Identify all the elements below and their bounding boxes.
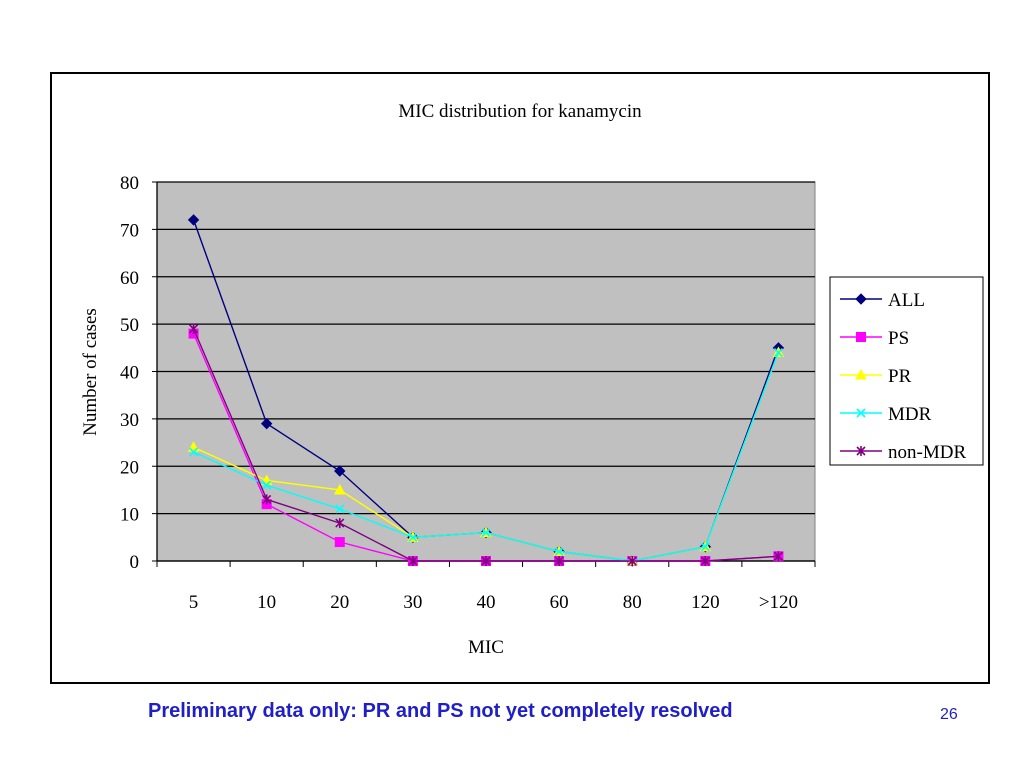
data-point xyxy=(700,556,710,566)
legend-item: MDR xyxy=(840,404,932,425)
data-point xyxy=(188,447,199,457)
footer-note: Preliminary data only: PR and PS not yet… xyxy=(148,700,733,722)
y-tick-label: 60 xyxy=(120,268,139,289)
data-point xyxy=(333,483,346,495)
data-point xyxy=(335,504,345,514)
legend-marker xyxy=(856,408,866,418)
data-point xyxy=(554,546,564,557)
data-point xyxy=(773,347,784,358)
data-point xyxy=(260,417,273,430)
x-tick-label: 5 xyxy=(189,592,199,613)
legend-marker xyxy=(855,293,867,305)
y-tick-label: 70 xyxy=(120,220,139,241)
chart-title: MIC distribution for kanamycin xyxy=(398,101,642,122)
y-tick-label: 10 xyxy=(120,505,139,526)
data-point xyxy=(408,556,418,566)
x-axis-label: MIC xyxy=(468,637,504,658)
x-tick-label: 10 xyxy=(257,592,276,613)
data-point xyxy=(627,556,637,566)
legend: ALL PS PR MDR non-MDR xyxy=(829,276,984,466)
y-tick-label: 50 xyxy=(120,315,139,336)
y-tick-label: 30 xyxy=(120,410,139,431)
data-point xyxy=(262,480,272,490)
data-point xyxy=(188,323,199,334)
slide-number: 26 xyxy=(940,706,958,723)
legend-marker xyxy=(855,368,867,380)
data-point xyxy=(554,556,564,566)
data-point xyxy=(481,556,491,566)
legend-label: ALL xyxy=(888,290,925,311)
x-tick-label: 120 xyxy=(691,592,720,613)
series-non-mdr xyxy=(188,323,784,566)
series-layer xyxy=(187,214,785,567)
legend-label: PR xyxy=(888,366,912,387)
data-point xyxy=(700,542,710,552)
series-mdr xyxy=(188,347,784,566)
legend-marker xyxy=(856,332,866,342)
y-tick-label: 20 xyxy=(120,457,139,478)
y-tick-label: 0 xyxy=(130,552,140,573)
legend-box xyxy=(829,276,984,466)
legend-item: PS xyxy=(840,328,909,349)
legend-item: non-MDR xyxy=(840,442,966,463)
y-tick-label: 40 xyxy=(120,363,139,384)
data-point xyxy=(335,518,345,529)
x-tick-label: 30 xyxy=(403,592,422,613)
x-tick-label: 20 xyxy=(330,592,349,613)
data-point xyxy=(481,528,491,538)
data-point xyxy=(408,532,418,542)
legend-label: PS xyxy=(888,328,909,349)
legend-marker xyxy=(856,446,866,456)
grid-lines xyxy=(157,181,815,562)
legend-label: non-MDR xyxy=(888,442,966,463)
data-point xyxy=(262,494,272,505)
data-point xyxy=(773,551,784,562)
y-tick-label: 80 xyxy=(120,173,139,194)
legend-item: ALL xyxy=(840,290,925,311)
x-tick-label: 80 xyxy=(623,592,642,613)
y-axis: 0 10 20 30 40 50 60 70 80 xyxy=(120,173,158,573)
x-tick-label: 60 xyxy=(550,592,569,613)
x-tick-label: >120 xyxy=(759,592,798,613)
y-axis-label: Number of cases xyxy=(80,308,101,436)
legend-label: MDR xyxy=(888,404,932,425)
data-point xyxy=(334,537,345,548)
x-tick-label: 40 xyxy=(477,592,496,613)
data-point xyxy=(334,465,346,477)
data-point xyxy=(187,214,200,226)
chart-frame: MIC distribution for kanamycin 0 10 20 30 40… xyxy=(50,72,990,684)
legend-item: PR xyxy=(840,366,912,387)
